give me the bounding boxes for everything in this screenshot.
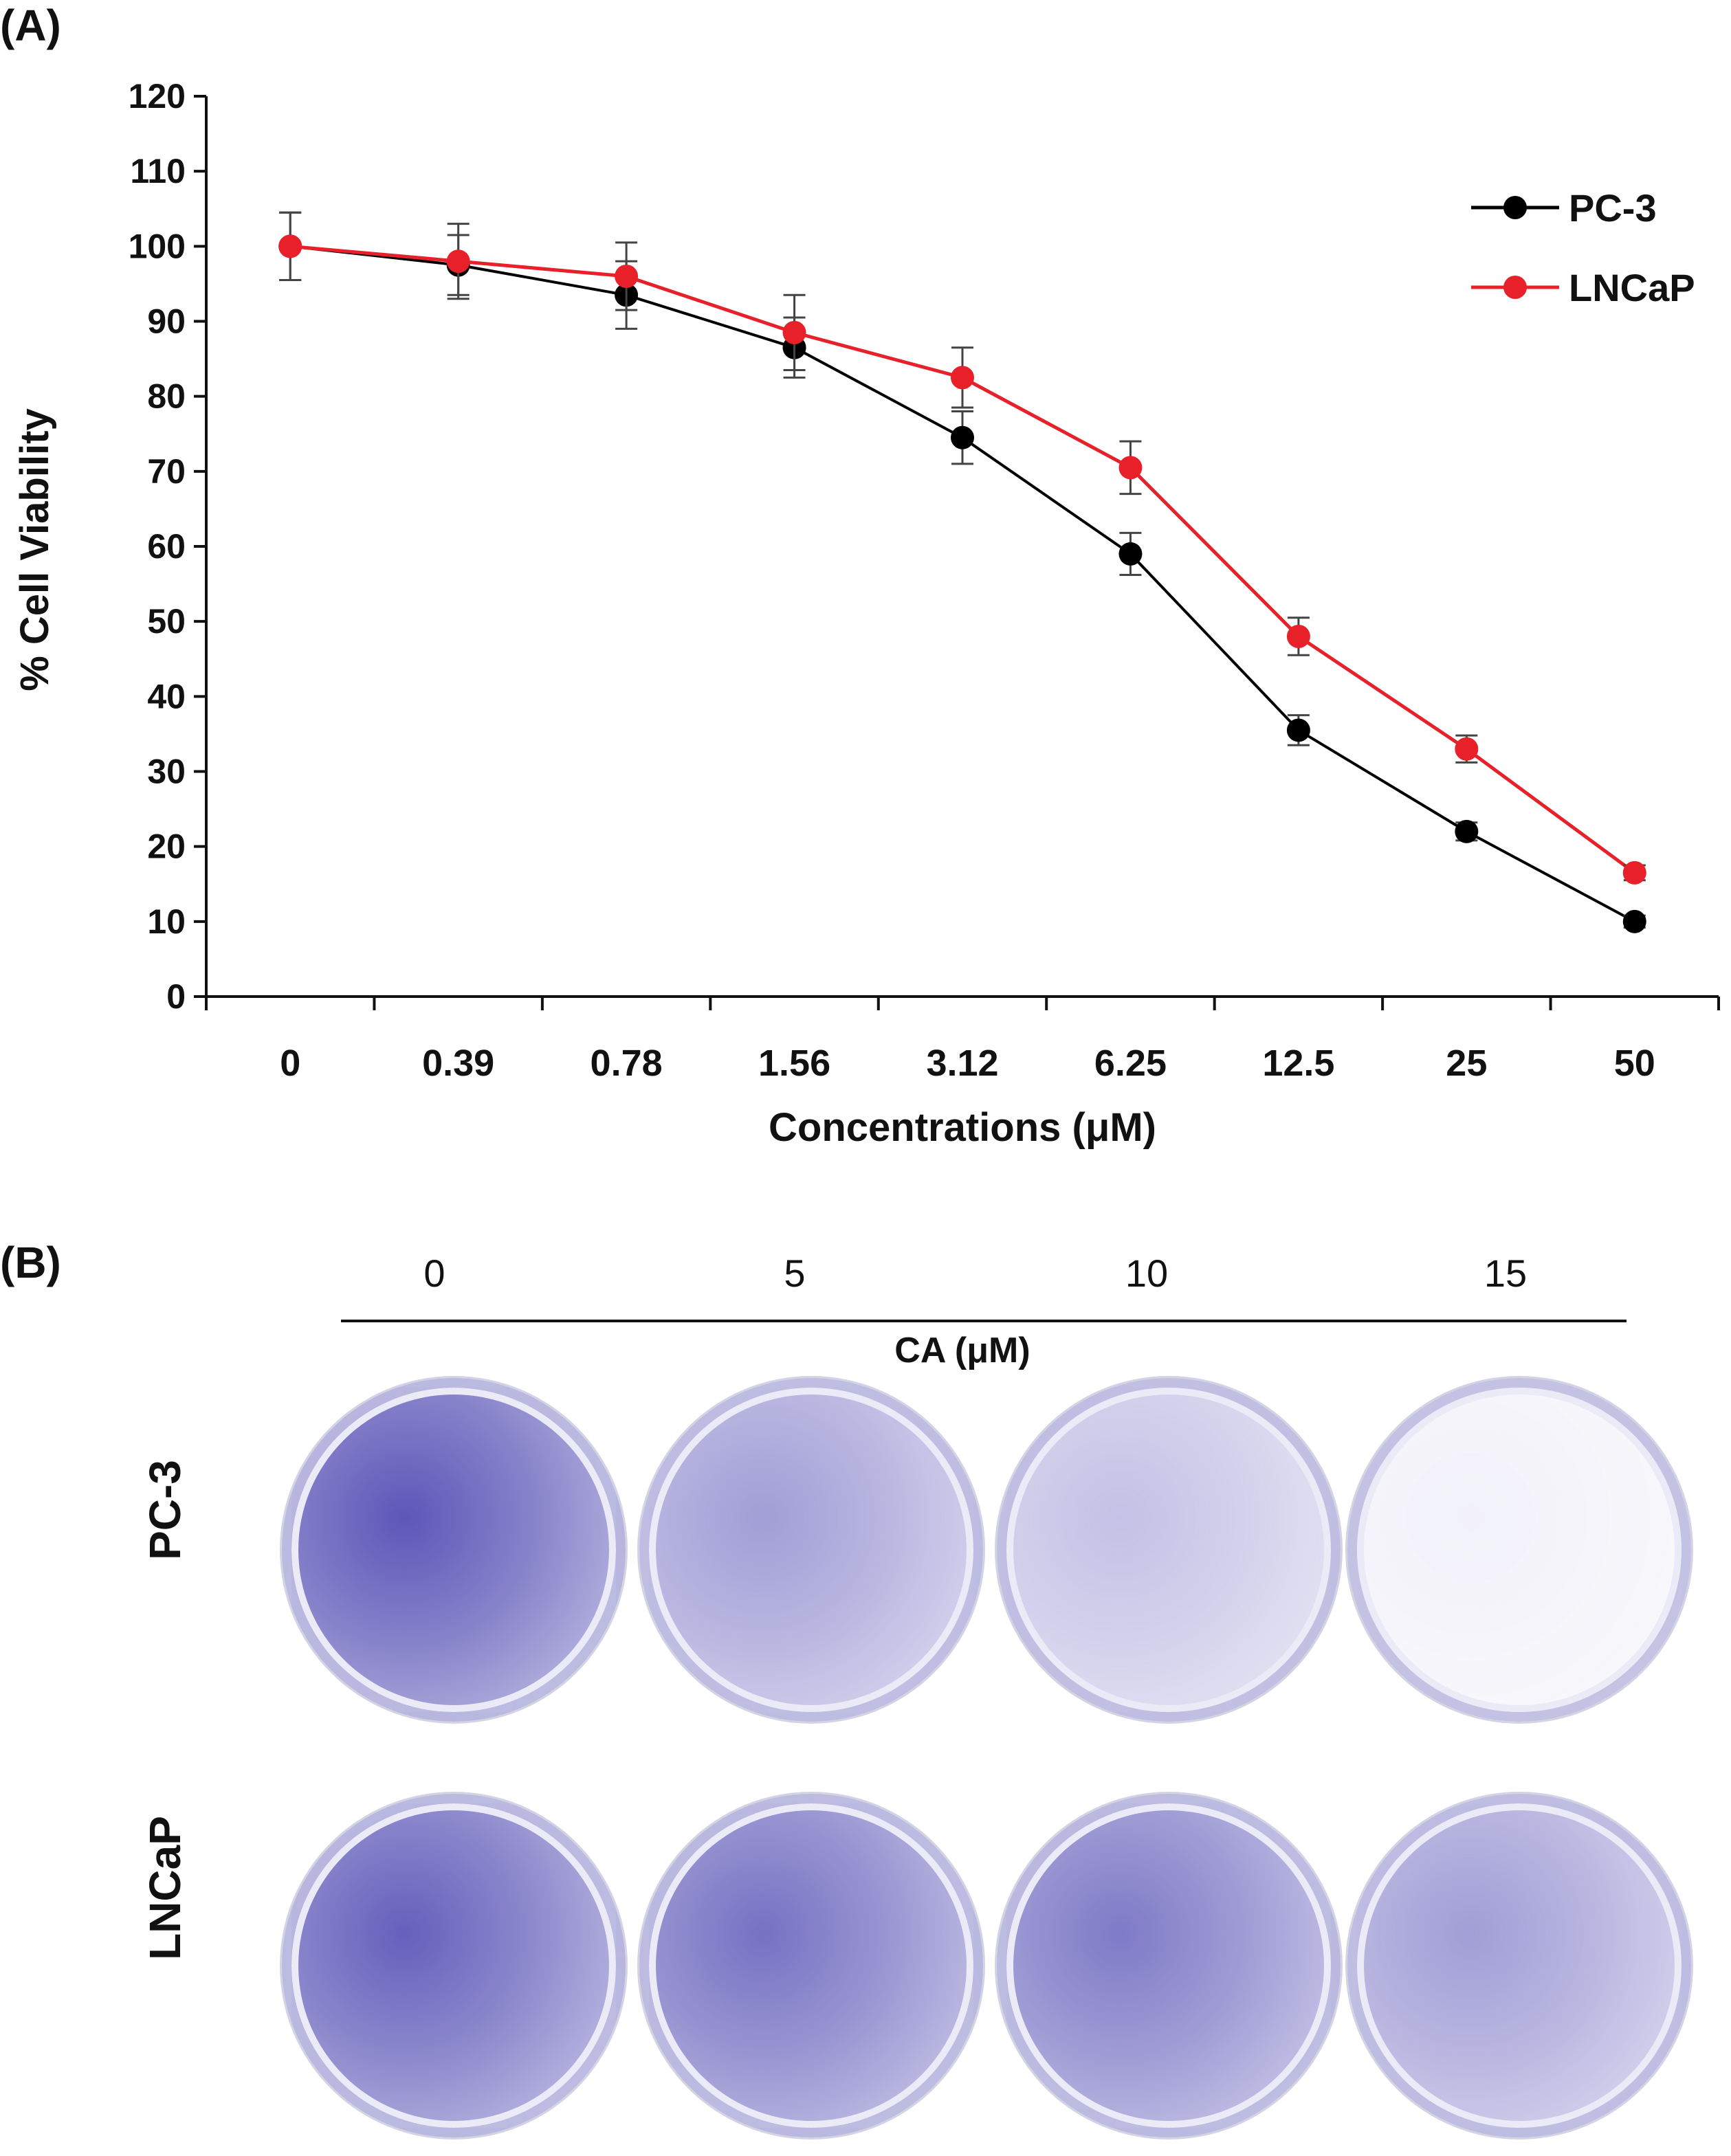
panel-b-label: (B) [0, 1238, 61, 1287]
x-axis-ticks: 0 0.39 0.78 1.56 3.12 6.25 12.5 25 50 [205, 997, 1720, 1084]
x-tick-label: 0 [280, 1043, 300, 1084]
data-point [1622, 860, 1646, 885]
concentration-rule [341, 1320, 1627, 1322]
dish-lncap-5 [639, 1794, 983, 2137]
data-point [951, 425, 974, 449]
data-point [1455, 737, 1479, 761]
data-point [1118, 456, 1143, 480]
dish-pc-3-10 [997, 1378, 1341, 1722]
x-tick-label: 0.78 [591, 1043, 663, 1084]
dish-lncap-0 [282, 1794, 626, 2137]
y-tick-label: 60 [147, 527, 186, 566]
x-tick-label: 25 [1446, 1043, 1487, 1084]
y-tick-label: 100 [129, 227, 186, 265]
viability-line-chart: 0 10 20 30 40 50 60 70 80 90 100 110 120 0 0.39 0.78 1.… [12, 77, 1720, 1150]
x-tick-label: 0.39 [422, 1043, 494, 1084]
data-point [1622, 909, 1646, 933]
concentration-unit-label: CA (μM) [894, 1331, 1030, 1370]
x-tick-label: 3.12 [926, 1043, 998, 1084]
data-point [1455, 819, 1479, 843]
y-tick-label: 20 [147, 827, 186, 866]
series-layer [278, 211, 1646, 933]
row-label-lncap: LNCaP [140, 1816, 190, 1960]
data-point [278, 234, 302, 258]
concentration-label-0: 0 [423, 1252, 445, 1295]
data-point [782, 320, 806, 344]
concentration-label-5: 5 [784, 1252, 806, 1295]
y-tick-label: 70 [147, 452, 186, 491]
concentration-label-10: 10 [1125, 1252, 1169, 1295]
series-lncap [278, 211, 1646, 885]
y-tick-label: 50 [147, 602, 186, 641]
data-point [615, 265, 639, 288]
y-tick-label: 30 [147, 753, 186, 791]
data-point [951, 366, 974, 390]
data-point [1286, 625, 1310, 648]
x-axis-title: Concentrations (μM) [769, 1105, 1156, 1150]
dish-pc-3-0 [282, 1378, 626, 1722]
legend-marker [1503, 276, 1527, 299]
data-point [1286, 718, 1310, 742]
x-tick-label: 6.25 [1094, 1043, 1167, 1084]
x-tick-label: 50 [1614, 1043, 1655, 1084]
y-axis-title: % Cell Viability [12, 408, 57, 691]
series-line [289, 244, 1636, 874]
y-tick-label: 0 [166, 977, 186, 1016]
y-tick-label: 10 [147, 902, 186, 941]
legend-label: PC-3 [1569, 186, 1657, 230]
row-label-pc3: PC-3 [140, 1460, 190, 1560]
dish-pc-3-5 [639, 1378, 983, 1722]
legend-marker [1503, 196, 1527, 219]
y-tick-label: 80 [147, 377, 186, 416]
data-point [446, 249, 470, 274]
series-pc-3 [278, 211, 1646, 933]
legend: PC-3 LNCaP [1471, 186, 1695, 309]
x-tick-label: 12.5 [1262, 1043, 1334, 1084]
concentration-label-15: 15 [1484, 1252, 1528, 1295]
y-tick-label: 110 [130, 152, 186, 190]
panel-a-label: (A) [0, 1, 61, 50]
legend-label: LNCaP [1569, 266, 1695, 309]
data-point [1118, 542, 1143, 566]
dish-lncap-15 [1347, 1794, 1691, 2137]
dish-lncap-10 [997, 1794, 1341, 2137]
y-tick-label: 40 [147, 677, 186, 715]
y-axis-ticks: 0 10 20 30 40 50 60 70 80 90 100 110 120 [129, 77, 206, 1016]
x-tick-label: 1.56 [758, 1043, 830, 1084]
y-tick-label: 90 [147, 302, 186, 341]
dish-pc-3-15 [1347, 1378, 1691, 1722]
y-tick-label: 120 [129, 77, 186, 115]
